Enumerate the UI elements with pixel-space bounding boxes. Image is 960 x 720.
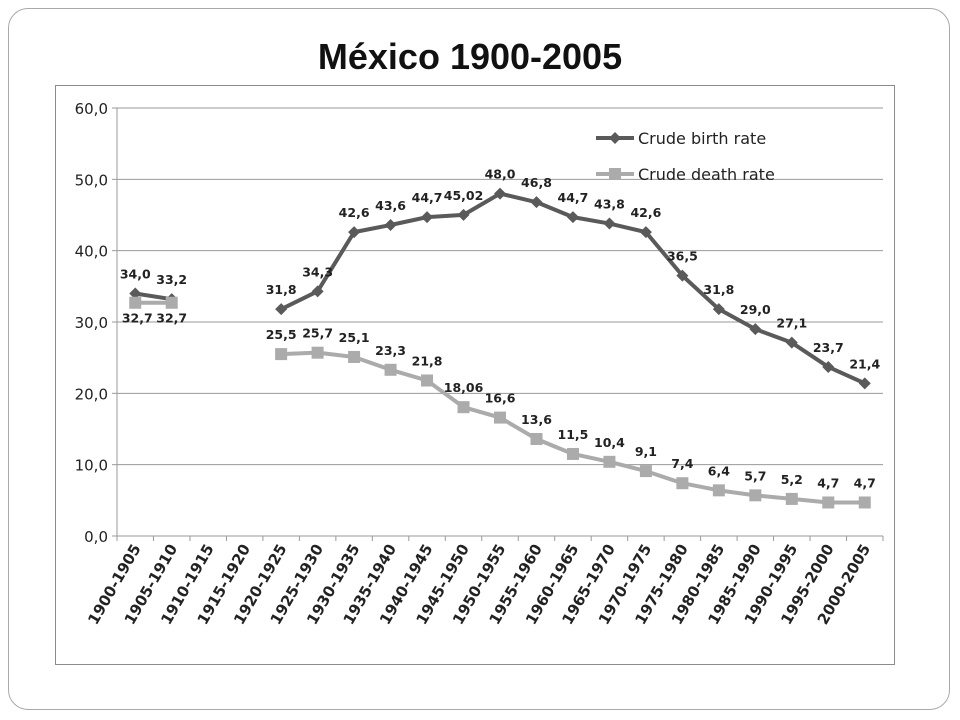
crude-birth-rate-data-label: 43,8 bbox=[594, 197, 625, 212]
crude-death-rate-data-label: 6,4 bbox=[708, 463, 730, 478]
crude-death-rate-data-label: 25,1 bbox=[339, 330, 370, 345]
crude-birth-rate-point bbox=[603, 217, 616, 230]
crude-birth-rate-data-label: 34,3 bbox=[302, 264, 333, 279]
crude-birth-rate-data-label: 21,4 bbox=[849, 356, 880, 371]
crude-death-rate-point bbox=[822, 496, 835, 509]
crude-birth-rate-point bbox=[712, 303, 725, 316]
crude-death-rate-point bbox=[785, 492, 798, 505]
legend-crude-death-rate-marker bbox=[609, 168, 621, 180]
legend-crude-birth-rate-marker bbox=[609, 132, 621, 144]
crude-birth-rate-point bbox=[530, 196, 543, 209]
crude-birth-rate-data-label: 44,7 bbox=[558, 190, 589, 205]
y-tick-label: 20,0 bbox=[75, 385, 108, 403]
crude-death-rate-point bbox=[311, 346, 324, 359]
y-tick-label: 0,0 bbox=[84, 528, 108, 546]
crude-death-rate-data-label: 5,7 bbox=[744, 468, 766, 483]
crude-birth-rate-point bbox=[858, 377, 871, 390]
crude-birth-rate-line bbox=[134, 291, 173, 302]
crude-birth-rate-point bbox=[421, 211, 434, 224]
crude-birth-rate-data-label: 48,0 bbox=[485, 167, 516, 182]
crude-death-rate-point bbox=[384, 363, 397, 376]
crude-birth-rate-point bbox=[384, 218, 397, 231]
crude-birth-rate-point bbox=[785, 336, 798, 349]
crude-birth-rate-data-label: 44,7 bbox=[412, 190, 443, 205]
crude-birth-rate-data-label: 42,6 bbox=[630, 205, 661, 220]
crude-death-rate-data-label: 13,6 bbox=[521, 412, 552, 427]
crude-death-rate-point bbox=[129, 296, 142, 309]
crude-death-rate-point bbox=[712, 484, 725, 497]
chart-area: 0,0 10,0 20,0 30,0 40,0 50,0 60,0 1900-1905 1905… bbox=[55, 85, 895, 665]
y-tick-label: 50,0 bbox=[75, 171, 108, 189]
crude-birth-rate-point bbox=[822, 360, 835, 373]
crude-birth-rate-point bbox=[749, 323, 762, 336]
crude-death-rate-point bbox=[348, 350, 361, 363]
crude-death-rate-data-label: 25,7 bbox=[302, 326, 333, 341]
crude-birth-rate-data-label: 23,7 bbox=[813, 340, 844, 355]
crude-birth-rate-point bbox=[639, 226, 652, 239]
crude-birth-rate-point bbox=[348, 226, 361, 239]
crude-birth-rate-data-label: 36,5 bbox=[667, 249, 698, 264]
crude-death-rate-data-label: 23,3 bbox=[375, 343, 406, 358]
crude-death-rate-data-label: 18,06 bbox=[444, 380, 484, 395]
crude-birth-rate-data-label: 45,02 bbox=[444, 188, 484, 203]
crude-death-rate-point bbox=[530, 432, 543, 445]
crude-birth-rate-data-label: 31,8 bbox=[266, 282, 297, 297]
crude-death-rate-point bbox=[749, 489, 762, 502]
crude-death-rate-data-label: 9,1 bbox=[635, 444, 657, 459]
crude-death-rate-data-label: 4,7 bbox=[817, 475, 839, 490]
crude-birth-rate-data-label: 27,1 bbox=[776, 316, 807, 331]
y-tick-label: 40,0 bbox=[75, 243, 108, 261]
crude-birth-rate-point bbox=[676, 269, 689, 282]
crude-death-rate-point bbox=[676, 477, 689, 490]
crude-birth-rate-point bbox=[457, 208, 470, 221]
crude-death-rate-point bbox=[639, 465, 652, 478]
crude-birth-rate-data-label: 31,8 bbox=[703, 282, 734, 297]
legend-crude-birth-rate-label: Crude birth rate bbox=[638, 129, 766, 148]
crude-death-rate-point bbox=[457, 401, 470, 414]
crude-birth-rate-point bbox=[566, 211, 579, 224]
crude-birth-rate-data-label: 42,6 bbox=[339, 205, 370, 220]
crude-birth-rate-data-label: 29,0 bbox=[740, 302, 771, 317]
crude-birth-rate-data-label: 46,8 bbox=[521, 175, 552, 190]
crude-death-rate-point bbox=[566, 447, 579, 460]
crude-death-rate-data-label: 5,2 bbox=[781, 472, 803, 487]
y-tick-label: 30,0 bbox=[75, 314, 108, 332]
crude-death-rate-data-label: 25,5 bbox=[266, 327, 297, 342]
crude-birth-rate-data-label: 34,0 bbox=[120, 266, 151, 281]
legend-crude-death-rate-label: Crude death rate bbox=[638, 165, 775, 184]
crude-death-rate-point bbox=[858, 496, 871, 509]
crude-death-rate-point bbox=[275, 348, 288, 361]
slide-title: México 1900-2005 bbox=[317, 36, 623, 77]
crude-death-rate-data-label: 7,4 bbox=[671, 456, 693, 471]
crude-death-rate-data-label: 21,8 bbox=[412, 353, 443, 368]
y-tick-label: 60,0 bbox=[75, 100, 108, 118]
crude-birth-rate-point bbox=[311, 285, 324, 298]
crude-death-rate-point bbox=[603, 455, 616, 468]
crude-death-rate-data-label: 11,5 bbox=[558, 427, 589, 442]
crude-death-rate-point bbox=[421, 374, 434, 387]
crude-death-rate-data-label: 4,7 bbox=[854, 475, 876, 490]
line-chart: 0,010,020,030,040,050,060,01900-19051905… bbox=[75, 100, 884, 628]
crude-death-rate-point bbox=[494, 411, 506, 424]
crude-death-rate-data-label: 32,7 bbox=[156, 311, 187, 326]
y-tick-label: 10,0 bbox=[75, 457, 108, 475]
crude-birth-rate-data-label: 43,6 bbox=[375, 198, 406, 213]
crude-death-rate-data-label: 10,4 bbox=[594, 435, 625, 450]
crude-death-rate-point bbox=[165, 296, 178, 309]
crude-birth-rate-point bbox=[129, 287, 142, 300]
crude-birth-rate-point bbox=[494, 187, 506, 200]
crude-birth-rate-point bbox=[275, 303, 288, 316]
crude-death-rate-data-label: 32,7 bbox=[122, 311, 153, 326]
crude-birth-rate-data-label: 33,2 bbox=[156, 272, 187, 287]
crude-death-rate-data-label: 16,6 bbox=[485, 391, 516, 406]
